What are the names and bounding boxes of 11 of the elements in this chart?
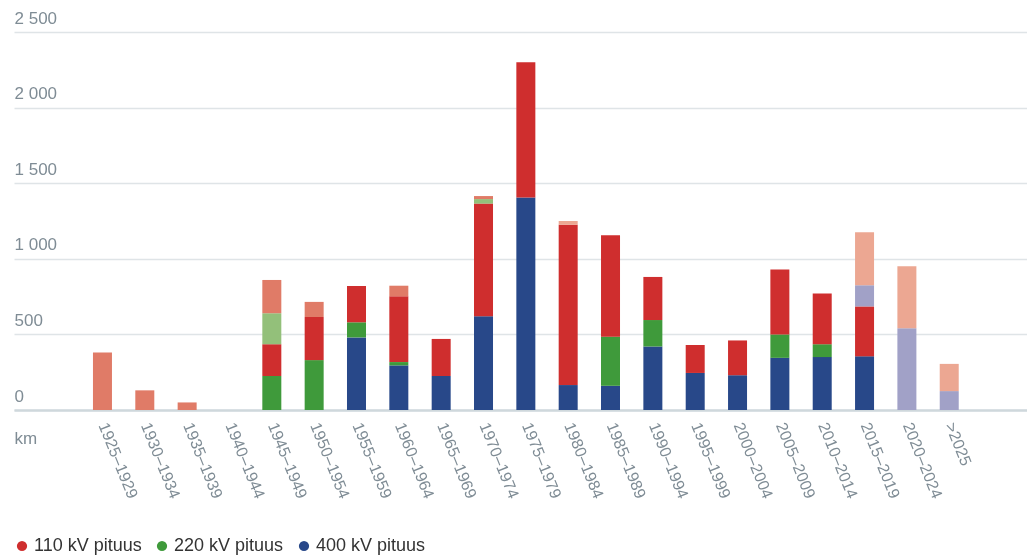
y-axis-title: km xyxy=(14,428,38,448)
y-tick-label: 2 500 xyxy=(14,8,58,28)
y-tick-label: 1 500 xyxy=(14,159,58,179)
y-tick-label: 0 xyxy=(14,386,24,406)
legend-label: 220 kV pituus xyxy=(174,535,284,555)
legend-label: 400 kV pituus xyxy=(316,535,426,555)
y-tick-label: 1 000 xyxy=(14,235,58,255)
y-tick-label: 500 xyxy=(14,310,43,330)
x-tick-label: >2025 xyxy=(942,420,975,469)
legend-label: 110 kV pituus xyxy=(34,535,142,555)
y-tick-label: 2 000 xyxy=(14,84,58,104)
